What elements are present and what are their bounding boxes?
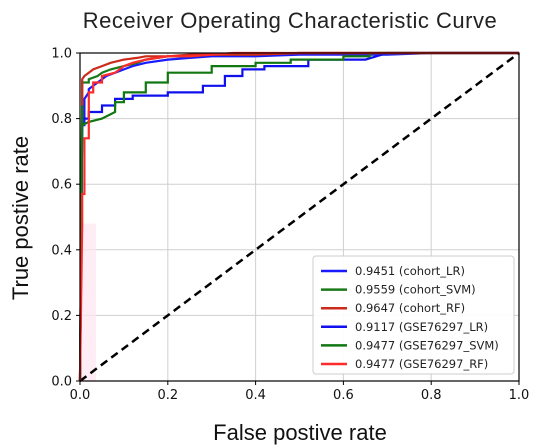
legend-entry: 0.9117 (GSE76297_LR) — [355, 320, 488, 334]
legend-box — [312, 255, 515, 375]
reference-diagonal-line — [79, 51, 520, 383]
x-axis-label: False postive rate — [213, 420, 387, 445]
y-tick-label: 0.8 — [51, 112, 72, 127]
legend-entry: 0.9477 (GSE76297_RF) — [355, 357, 488, 371]
x-tick-labels: 0.0 0.2 0.4 0.6 0.8 1.0 — [70, 388, 530, 403]
x-tick-label: 0.8 — [421, 388, 442, 403]
x-tick-label: 0.6 — [333, 388, 354, 403]
legend-entry: 0.9647 (cohort_RF) — [355, 301, 465, 315]
plot-frame — [79, 52, 520, 382]
chart-title: Receiver Operating Characteristic Curve — [83, 8, 497, 33]
y-tick-labels: 0.0 0.2 0.4 0.6 0.8 1.0 — [51, 47, 72, 390]
grid-lines — [79, 52, 520, 382]
y-tick-label: 0.0 — [51, 375, 72, 390]
roc-series-line-4 — [78, 51, 519, 382]
y-tick-label: 0.4 — [51, 243, 72, 258]
x-tick-label: 0.4 — [245, 388, 266, 403]
x-tick-label: 0.0 — [70, 388, 91, 403]
x-tick-label: 0.2 — [157, 388, 178, 403]
roc-series-line-5 — [78, 51, 519, 382]
legend-entry: 0.9477 (GSE76297_SVM) — [355, 338, 499, 352]
y-axis-label: True postive rate — [8, 136, 33, 300]
axes-frame — [76, 52, 520, 385]
y-tick-label: 0.6 — [51, 178, 72, 193]
x-tick-label: 1.0 — [509, 388, 530, 403]
y-tick-label: 1.0 — [51, 47, 72, 62]
legend-entry: 0.9451 (cohort_LR) — [355, 264, 465, 278]
y-tick-label: 0.2 — [51, 309, 72, 324]
shaded-region — [82, 223, 96, 381]
reference-line-group — [79, 51, 520, 383]
legend-entry: 0.9559 (cohort_SVM) — [355, 283, 476, 297]
legend: 0.9451 (cohort_LR) 0.9559 (cohort_SVM) 0.9… — [312, 255, 515, 375]
